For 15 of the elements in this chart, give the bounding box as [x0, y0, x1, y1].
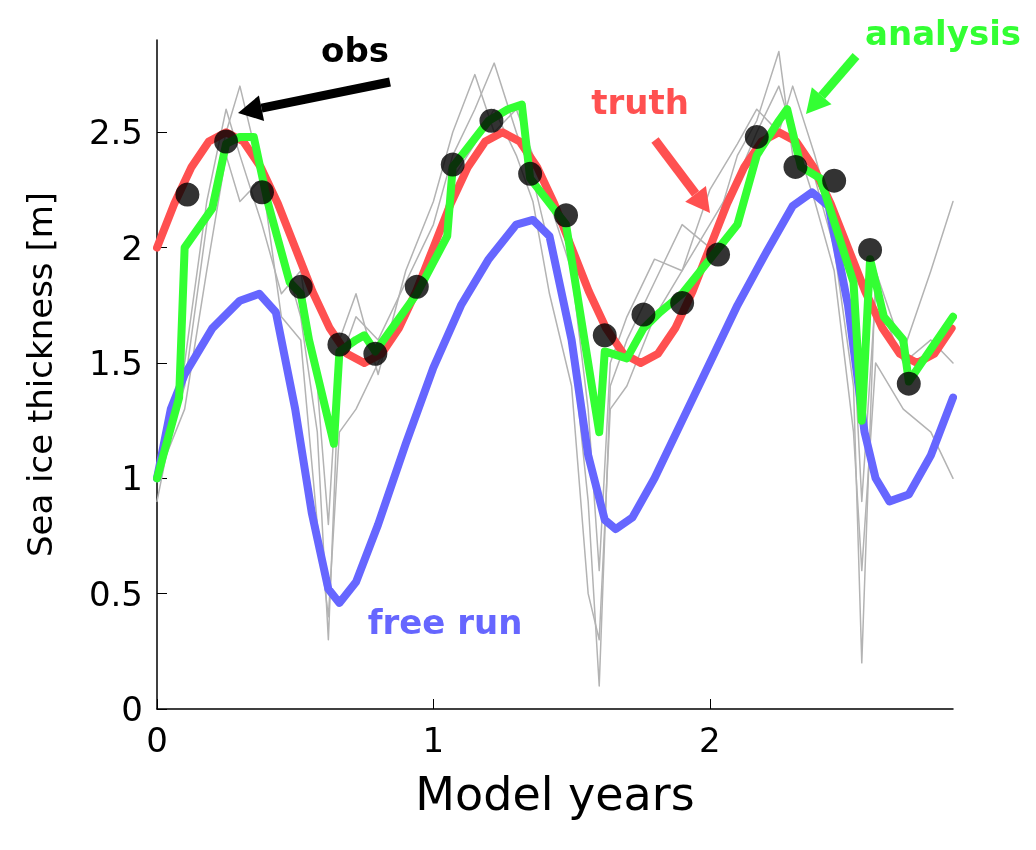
y-tick-label: 1.5 — [88, 342, 143, 383]
series-label: free run — [367, 602, 523, 642]
y-tick-label: 0 — [121, 689, 143, 729]
y-axis-title: Sea ice thickness [m] — [20, 191, 60, 558]
y-tick-label: 2 — [121, 227, 143, 268]
text: obs — [321, 30, 389, 70]
x-tick-label: 1 — [422, 720, 445, 760]
x-axis-title: Model years — [415, 767, 695, 821]
y-tick-label: 2.5 — [88, 112, 143, 153]
text: truth — [591, 82, 689, 122]
y-tick-label: 0.5 — [88, 573, 143, 614]
x-tick-label: 0 — [146, 720, 168, 760]
text: analysis — [864, 13, 1022, 53]
x-tick-label: 2 — [698, 720, 721, 760]
y-tick-label: 1 — [121, 458, 143, 499]
